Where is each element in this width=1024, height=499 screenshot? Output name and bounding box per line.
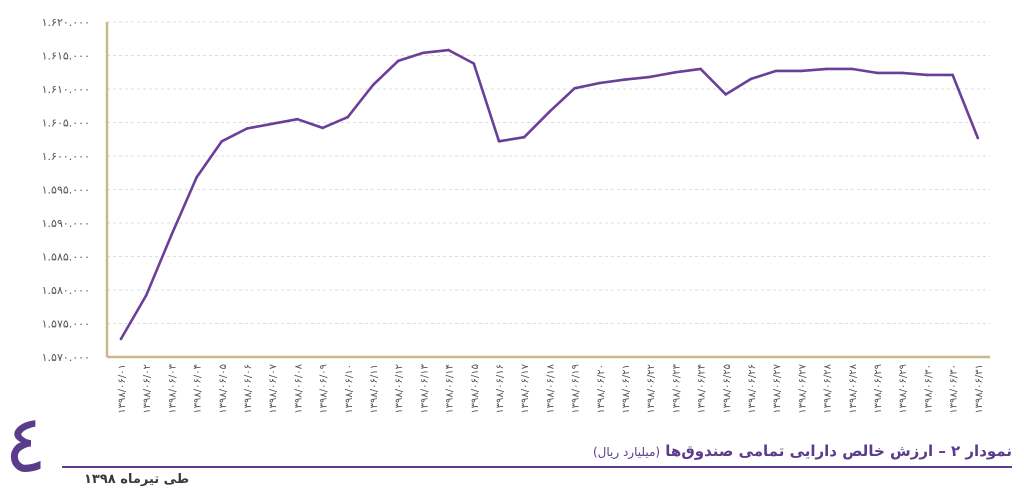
data-point bbox=[674, 71, 677, 74]
data-point bbox=[976, 136, 980, 140]
x-tick-label: ۱۳۹۸/۰۶/۱۵ bbox=[470, 364, 481, 414]
data-point bbox=[119, 337, 123, 341]
page-number: ٤ bbox=[4, 397, 47, 490]
data-point bbox=[900, 71, 904, 75]
x-tick-label: ۱۳۹۸/۰۶/۳۱ bbox=[974, 364, 985, 414]
data-point bbox=[749, 77, 753, 81]
y-tick-label: ۱.۵۹۰.۰۰۰ bbox=[42, 217, 90, 230]
y-axis-ticks: ۱.۵۷۰.۰۰۰ ۱.۵۷۵.۰۰۰ ۱.۵۸۰.۰۰۰ ۱.۵۸۵.۰۰۰ ۱.۵۹… bbox=[42, 16, 90, 364]
x-tick-label: ۱۳۹۸/۰۶/۱۴ bbox=[445, 364, 456, 414]
data-point bbox=[346, 115, 350, 119]
x-tick-label: ۱۳۹۸/۰۶/۲۰ bbox=[596, 364, 607, 414]
x-tick-label: ۱۳۹۸/۰۶/۰۲ bbox=[142, 364, 153, 414]
data-point bbox=[371, 83, 375, 87]
y-tick-label: ۱.۵۸۵.۰۰۰ bbox=[42, 251, 90, 264]
data-point bbox=[245, 127, 249, 130]
x-tick-label: ۱۳۹۸/۰۶/۰۳ bbox=[167, 363, 178, 413]
x-tick-label: ۱۳۹۸/۰۶/۱۱ bbox=[369, 364, 380, 414]
x-tick-label: ۱۳۹۸/۰۶/۱۸ bbox=[545, 363, 556, 413]
data-point bbox=[875, 71, 879, 75]
caption-divider bbox=[62, 466, 1012, 468]
x-tick-label: ۱۳۹۸/۰۶/۱۲ bbox=[394, 364, 405, 414]
y-tick-label: ۱.۵۸۰.۰۰۰ bbox=[42, 284, 90, 297]
x-tick-label: ۱۳۹۸/۰۶/۰۴ bbox=[193, 364, 204, 414]
data-point bbox=[144, 294, 148, 297]
data-point bbox=[548, 110, 551, 114]
y-tick-label: ۱.۶۰۵.۰۰۰ bbox=[42, 117, 90, 130]
figure-caption-unit: (میلیارد ریال) bbox=[592, 445, 661, 459]
x-axis-ticks: ۱۳۹۸/۰۶/۰۱ ۱۳۹۸/۰۶/۰۲ ۱۳۹۸/۰۶/۰۳ ۱۳۹۸/۰۶/۰۴… bbox=[117, 363, 985, 413]
data-point bbox=[447, 48, 450, 52]
y-tick-label: ۱.۵۷۵.۰۰۰ bbox=[42, 318, 90, 331]
figure-caption: نمودار ۲ – ارزش خالص دارایی تمامی صندوق‌… bbox=[593, 442, 1012, 460]
x-tick-label: ۱۳۹۸/۰۶/۲۱ bbox=[621, 364, 632, 414]
data-point bbox=[951, 73, 954, 77]
x-tick-label: ۱۳۹۸/۰۶/۰۷ bbox=[268, 363, 279, 413]
data-point bbox=[926, 73, 929, 77]
data-point bbox=[296, 117, 299, 121]
x-tick-label: ۱۳۹۸/۰۶/۲۵ bbox=[722, 364, 733, 414]
data-point bbox=[497, 140, 501, 143]
series-line bbox=[119, 48, 980, 341]
data-point bbox=[699, 67, 702, 71]
data-point bbox=[850, 67, 854, 71]
x-tick-label: ۱۳۹۸/۰۶/۰۱ bbox=[117, 364, 128, 414]
data-point bbox=[170, 233, 173, 237]
data-point bbox=[321, 126, 324, 130]
figure-caption-title: نمودار ۲ – ارزش خالص دارایی تمامی صندوق‌… bbox=[665, 442, 1012, 460]
data-point bbox=[220, 140, 224, 143]
x-tick-label: ۱۳۹۸/۰۶/۰۸ bbox=[293, 363, 304, 413]
x-tick-label: ۱۳۹۸/۰۶/۰۶ bbox=[243, 364, 254, 414]
y-tick-label: ۱.۶۱۰.۰۰۰ bbox=[42, 83, 90, 96]
x-tick-label: ۱۳۹۸/۰۶/۱۳ bbox=[419, 363, 430, 413]
data-point bbox=[396, 59, 400, 63]
series-layer bbox=[119, 48, 980, 341]
x-tick-label: ۱۳۹۸/۰۶/۲۹ bbox=[873, 364, 884, 414]
grid-lines bbox=[107, 21, 990, 324]
data-point bbox=[195, 176, 198, 179]
data-point bbox=[800, 69, 803, 73]
data-point bbox=[472, 62, 476, 65]
data-point bbox=[422, 51, 425, 55]
x-tick-label: ۱۳۹۸/۰۶/۲۶ bbox=[747, 364, 758, 414]
data-point bbox=[522, 135, 526, 139]
figure-caption-subtitle: طی تیرماه ۱۳۹۸ bbox=[84, 472, 190, 487]
y-tick-label: ۱.۵۹۵.۰۰۰ bbox=[42, 184, 90, 197]
line-chart: ۱.۵۷۰.۰۰۰ ۱.۵۷۵.۰۰۰ ۱.۵۸۰.۰۰۰ ۱.۵۸۵.۰۰۰ ۱.۵۹… bbox=[42, 16, 990, 414]
data-point bbox=[270, 122, 274, 126]
data-point bbox=[825, 67, 828, 71]
y-tick-label: ۱.۶۱۵.۰۰۰ bbox=[42, 50, 90, 63]
x-tick-label: ۱۳۹۸/۰۶/۱۹ bbox=[571, 364, 582, 414]
x-tick-label: ۱۳۹۸/۰۶/۳۰ bbox=[923, 364, 934, 414]
x-tick-label: ۱۳۹۸/۰۶/۱۶ bbox=[495, 364, 506, 414]
data-point bbox=[774, 69, 778, 73]
data-point bbox=[598, 81, 602, 85]
y-tick-label: ۱.۶۰۰.۰۰۰ bbox=[42, 150, 90, 163]
x-tick-label: ۱۳۹۸/۰۶/۳۰ bbox=[949, 364, 960, 414]
x-tick-label: ۱۳۹۸/۰۶/۲۷ bbox=[772, 363, 783, 413]
data-point bbox=[623, 78, 627, 81]
data-point bbox=[573, 87, 576, 90]
x-tick-label: ۱۳۹۸/۰۶/۲۸ bbox=[823, 363, 834, 413]
x-tick-label: ۱۳۹۸/۰۶/۲۲ bbox=[646, 364, 657, 414]
x-tick-label: ۱۳۹۸/۰۶/۱۷ bbox=[520, 363, 531, 413]
x-tick-label: ۱۳۹۸/۰۶/۰۵ bbox=[218, 364, 229, 414]
y-tick-label: ۱.۵۷۰.۰۰۰ bbox=[42, 351, 90, 364]
x-tick-label: ۱۳۹۸/۰۶/۰۹ bbox=[319, 364, 330, 414]
x-tick-label: ۱۳۹۸/۰۶/۲۹ bbox=[898, 364, 909, 414]
x-tick-label: ۱۳۹۸/۰۶/۲۳ bbox=[671, 363, 682, 413]
x-tick-label: ۱۳۹۸/۰۶/۲۴ bbox=[697, 364, 708, 414]
data-point bbox=[724, 93, 728, 96]
y-tick-label: ۱.۶۲۰.۰۰۰ bbox=[42, 16, 90, 29]
x-tick-label: ۱۳۹۸/۰۶/۲۷ bbox=[797, 363, 808, 413]
x-tick-label: ۱۳۹۸/۰۶/۲۸ bbox=[848, 363, 859, 413]
data-point bbox=[648, 75, 652, 79]
x-tick-label: ۱۳۹۸/۰۶/۱۰ bbox=[344, 364, 355, 414]
